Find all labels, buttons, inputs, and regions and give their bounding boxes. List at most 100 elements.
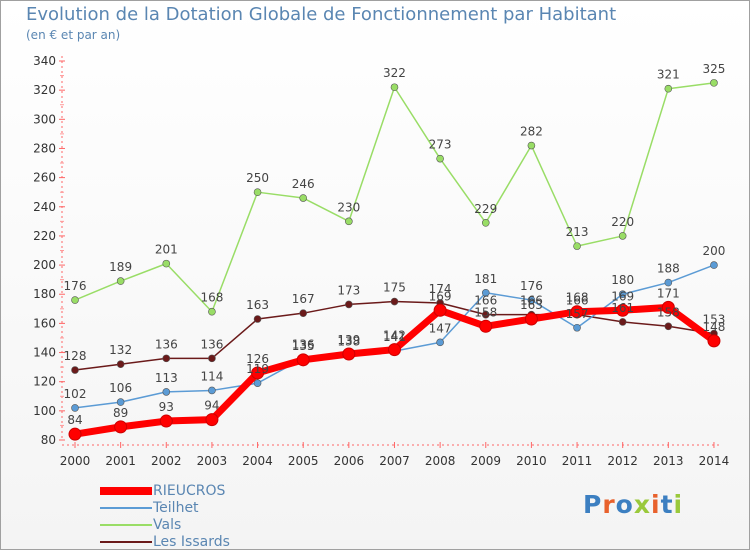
data-point	[253, 315, 262, 323]
x-tick-label: 2007	[379, 454, 410, 468]
legend-label: RIEUCROS	[153, 483, 226, 499]
data-label: 325	[703, 62, 726, 76]
data-point	[116, 398, 125, 406]
data-point	[71, 296, 79, 304]
y-tick-label: 100	[33, 404, 56, 418]
x-tick-label: 2005	[288, 454, 319, 468]
data-label: 246	[292, 177, 315, 191]
data-label: 169	[429, 289, 452, 303]
data-point	[573, 242, 581, 250]
data-point	[573, 323, 581, 332]
data-label: 113	[155, 371, 178, 385]
data-point	[433, 303, 447, 317]
data-label: 141	[383, 330, 406, 344]
data-point	[479, 319, 493, 333]
y-tick-label: 120	[33, 375, 56, 389]
data-label: 163	[246, 298, 269, 312]
data-point	[664, 278, 673, 287]
data-point	[208, 307, 216, 316]
data-label: 322	[383, 66, 406, 80]
data-label: 229	[474, 202, 497, 216]
data-label: 136	[292, 337, 315, 351]
data-point	[299, 309, 308, 317]
data-label: 189	[109, 260, 132, 274]
data-label: 250	[246, 171, 269, 185]
x-tick-label: 2009	[470, 454, 501, 468]
logo-letter: i	[651, 490, 661, 519]
legend-label: Teilhet	[153, 500, 199, 516]
data-point	[162, 259, 171, 268]
data-point	[436, 154, 444, 163]
y-tick-label: 280	[33, 141, 56, 155]
data-label: 220	[611, 215, 634, 229]
axes: 80 100 120 140 160 180 200 220 240 260 280 300 320 34…	[33, 54, 729, 468]
data-point	[390, 83, 399, 92]
x-tick-label: 2006	[334, 454, 365, 468]
logo-letter: r	[602, 490, 616, 519]
data-point	[205, 413, 219, 427]
data-label: 84	[67, 413, 82, 427]
data-point	[208, 354, 216, 363]
data-label: 321	[657, 68, 680, 82]
x-tick-label: 2002	[151, 454, 182, 468]
legend-swatch	[100, 524, 152, 526]
data-label: 174	[429, 282, 452, 296]
y-tick-label: 200	[33, 258, 56, 272]
proxiti-logo: Proxiti	[583, 490, 683, 519]
data-point	[68, 427, 82, 441]
data-point	[710, 261, 718, 269]
data-label: 102	[64, 387, 87, 401]
data-label: 168	[200, 291, 223, 305]
x-tick-label: 2008	[425, 454, 456, 468]
data-point	[661, 300, 675, 314]
data-point	[299, 194, 308, 202]
data-label: 93	[159, 400, 174, 414]
data-point	[71, 366, 79, 374]
data-point	[481, 288, 490, 297]
x-tick-label: 2010	[516, 454, 547, 468]
data-point	[524, 312, 538, 326]
logo-letter: P	[583, 490, 603, 519]
chart-title: Evolution de la Dotation Globale de Fonc…	[26, 4, 617, 25]
data-point	[253, 379, 262, 387]
data-point	[114, 420, 128, 434]
data-point	[618, 290, 627, 299]
x-tick-label: 2001	[105, 454, 136, 468]
data-point	[710, 79, 718, 87]
data-point	[664, 84, 673, 93]
data-label: 171	[657, 286, 680, 300]
data-label: 89	[113, 406, 128, 420]
data-point	[527, 296, 536, 304]
data-label: 169	[611, 289, 634, 303]
y-tick-label: 80	[41, 433, 56, 447]
data-point	[618, 318, 627, 326]
data-label: 147	[429, 321, 452, 335]
data-point	[616, 303, 630, 317]
data-label: 175	[383, 281, 406, 295]
data-point	[481, 219, 490, 227]
data-point	[162, 388, 171, 396]
legend-label: Vals	[153, 517, 182, 533]
data-point	[436, 338, 444, 347]
logo-letter: o	[615, 490, 634, 519]
chart-subtitle: (en € et par an)	[26, 28, 121, 42]
data-label: 138	[337, 334, 360, 348]
data-label: 167	[292, 292, 315, 306]
data-label: 176	[64, 279, 87, 293]
x-tick-label: 2004	[242, 454, 273, 468]
data-label: 176	[520, 279, 543, 293]
data-point	[116, 277, 125, 285]
data-point	[527, 141, 536, 150]
data-point	[387, 343, 401, 357]
data-label: 119	[246, 362, 269, 376]
y-tick-label: 140	[33, 346, 56, 360]
data-point	[707, 334, 721, 348]
data-label: 188	[657, 262, 680, 276]
data-label: 153	[703, 313, 726, 327]
data-label: 135	[292, 339, 315, 353]
data-label: 282	[520, 125, 543, 139]
data-point	[208, 386, 216, 395]
data-label: 114	[200, 369, 223, 383]
